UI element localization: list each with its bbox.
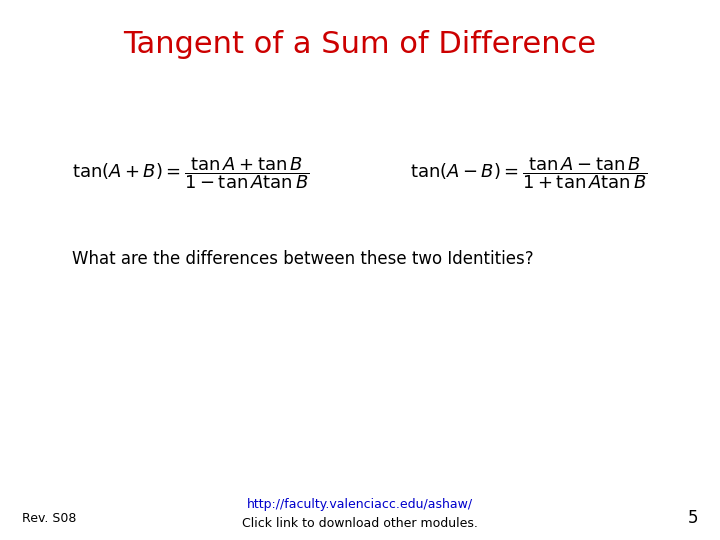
Text: 5: 5 <box>688 509 698 528</box>
Text: Click link to download other modules.: Click link to download other modules. <box>242 517 478 530</box>
Text: Tangent of a Sum of Difference: Tangent of a Sum of Difference <box>123 30 597 59</box>
Text: $\tan(A - B) = \dfrac{\tan A - \tan B}{1 + \tan A\tan B}$: $\tan(A - B) = \dfrac{\tan A - \tan B}{1… <box>410 155 648 191</box>
Text: http://faculty.valenciacc.edu/ashaw/: http://faculty.valenciacc.edu/ashaw/ <box>247 498 473 511</box>
Text: What are the differences between these two Identities?: What are the differences between these t… <box>72 250 534 268</box>
Text: $\tan(A + B) = \dfrac{\tan A + \tan B}{1 - \tan A\tan B}$: $\tan(A + B) = \dfrac{\tan A + \tan B}{1… <box>72 155 310 191</box>
Text: Rev. S08: Rev. S08 <box>22 512 76 525</box>
